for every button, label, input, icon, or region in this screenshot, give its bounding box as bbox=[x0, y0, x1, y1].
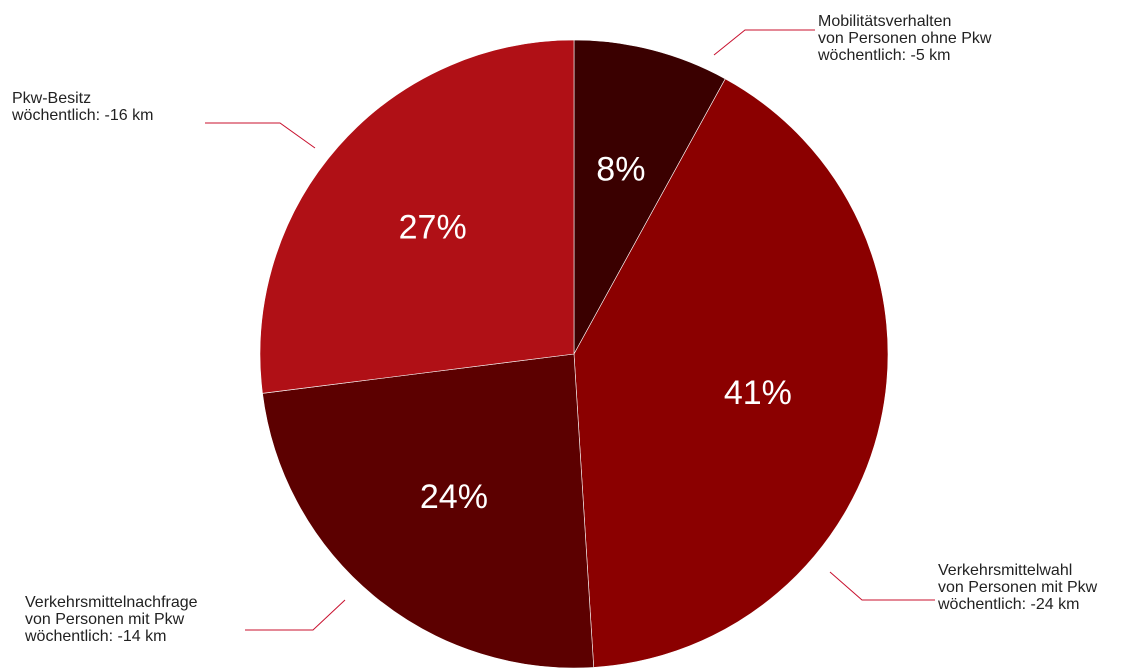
slice-label: von Personen ohne Pkw bbox=[818, 30, 992, 47]
slice-label: von Personen mit Pkw bbox=[938, 579, 1098, 596]
slice-label: wöchentlich: -16 km bbox=[11, 107, 153, 124]
value-label: 24% bbox=[420, 478, 488, 516]
value-label: 27% bbox=[399, 208, 467, 246]
leader-line bbox=[205, 122, 316, 149]
slice-label: wöchentlich: -14 km bbox=[24, 628, 166, 645]
leader-line bbox=[245, 599, 346, 631]
slice-label: Verkehrsmittelwahl bbox=[938, 562, 1072, 579]
leader-line bbox=[713, 29, 815, 56]
pie-slice bbox=[259, 39, 575, 394]
value-label: 8% bbox=[596, 151, 645, 189]
pie-slice bbox=[573, 78, 889, 668]
slice-label: Verkehrsmittelnachfrage bbox=[25, 594, 198, 611]
leader-line bbox=[829, 571, 935, 601]
slice-label: wöchentlich: -24 km bbox=[937, 596, 1079, 613]
pie-slice bbox=[573, 39, 726, 355]
slice-label: Mobilitätsverhalten bbox=[818, 13, 951, 30]
slice-label: Pkw-Besitz bbox=[12, 90, 91, 107]
slice-label: wöchentlich: -5 km bbox=[817, 47, 951, 64]
slice-label: von Personen mit Pkw bbox=[25, 611, 185, 628]
pie-slice bbox=[262, 353, 595, 669]
value-label: 41% bbox=[724, 374, 792, 412]
